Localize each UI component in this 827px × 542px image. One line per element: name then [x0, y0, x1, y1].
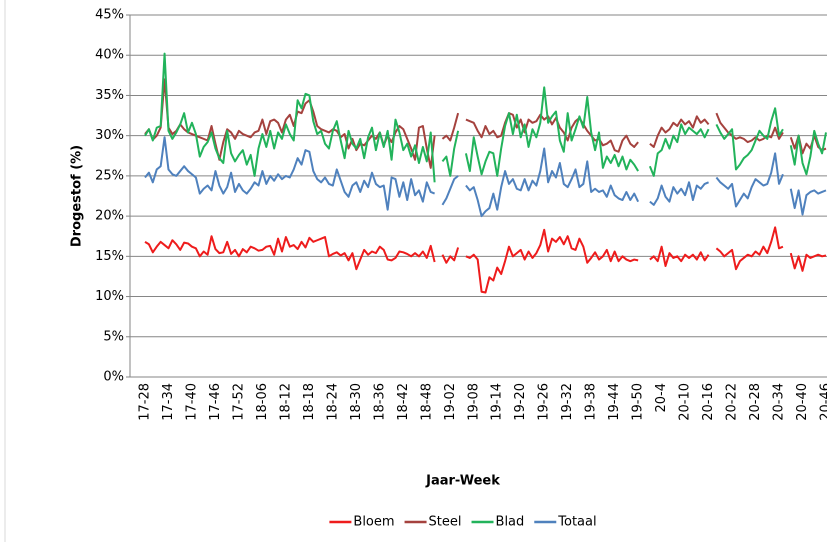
x-tick-label: 18-24: [325, 383, 340, 421]
x-tick-label: 20-34: [772, 383, 787, 421]
x-tick-label: 17-34: [161, 383, 176, 421]
x-tick-label: 18-06: [255, 383, 270, 421]
legend-label: Blad: [496, 515, 525, 530]
y-tick-label: 40%: [95, 48, 124, 63]
x-tick-label: 17-52: [231, 383, 246, 421]
x-tick-label: 20-40: [795, 383, 810, 421]
x-tick-label: 19-32: [560, 383, 575, 421]
x-tick-label: 19-08: [466, 383, 481, 421]
x-tick-label: 18-12: [278, 383, 293, 421]
y-tick-label: 20%: [95, 209, 124, 224]
y-tick-label: 15%: [95, 249, 124, 264]
x-tick-label: 20-28: [748, 383, 763, 421]
y-tick-label: 35%: [95, 88, 124, 103]
x-tick-label: 18-48: [419, 383, 434, 421]
y-tick-label: 10%: [95, 289, 124, 304]
x-tick-label: 20-16: [701, 383, 716, 421]
legend-label: Steel: [429, 515, 462, 530]
x-tick-label: 18-18: [302, 383, 317, 421]
legend-item: Steel: [404, 515, 462, 530]
y-tick-label: 0%: [103, 370, 124, 385]
x-tick-label: 18-30: [349, 383, 364, 421]
legend-item: Totaal: [534, 515, 597, 530]
x-tick-label: 20-10: [678, 383, 693, 421]
x-tick-label: 20-46: [819, 383, 827, 421]
y-tick-label: 5%: [103, 329, 124, 344]
x-tick-label: 18-42: [396, 383, 411, 421]
x-tick-label: 18-36: [372, 383, 387, 421]
x-tick-label: 19-02: [443, 383, 458, 421]
x-tick-label: 19-20: [513, 383, 528, 421]
x-tick-label: 17-46: [208, 383, 223, 421]
y-tick-label: 45%: [95, 8, 124, 23]
x-tick-label: 19-38: [584, 383, 599, 421]
series-line: [144, 136, 827, 218]
series-line: [144, 78, 827, 169]
x-tick-label: 20-4: [654, 383, 669, 413]
y-tick-label: 25%: [95, 168, 124, 183]
x-tick-label: 19-44: [607, 383, 622, 421]
series-line: [144, 226, 827, 294]
series-line: [144, 52, 827, 183]
x-tick-label: 19-26: [537, 383, 552, 421]
x-tick-label: 19-50: [631, 383, 646, 421]
legend-label: Totaal: [557, 515, 596, 530]
x-tick-label: 17-28: [138, 383, 153, 421]
x-tick-label: 19-14: [490, 383, 505, 421]
y-axis-label: Drogestof (%): [70, 145, 85, 247]
legend-item: Blad: [471, 515, 525, 530]
y-tick-label: 30%: [95, 128, 124, 143]
x-tick-label: 17-40: [184, 383, 199, 421]
legend-item: Bloem: [329, 515, 395, 530]
x-tick-label: 20-22: [725, 383, 740, 421]
legend-label: Bloem: [353, 515, 394, 530]
x-axis-label: Jaar-Week: [425, 474, 500, 489]
